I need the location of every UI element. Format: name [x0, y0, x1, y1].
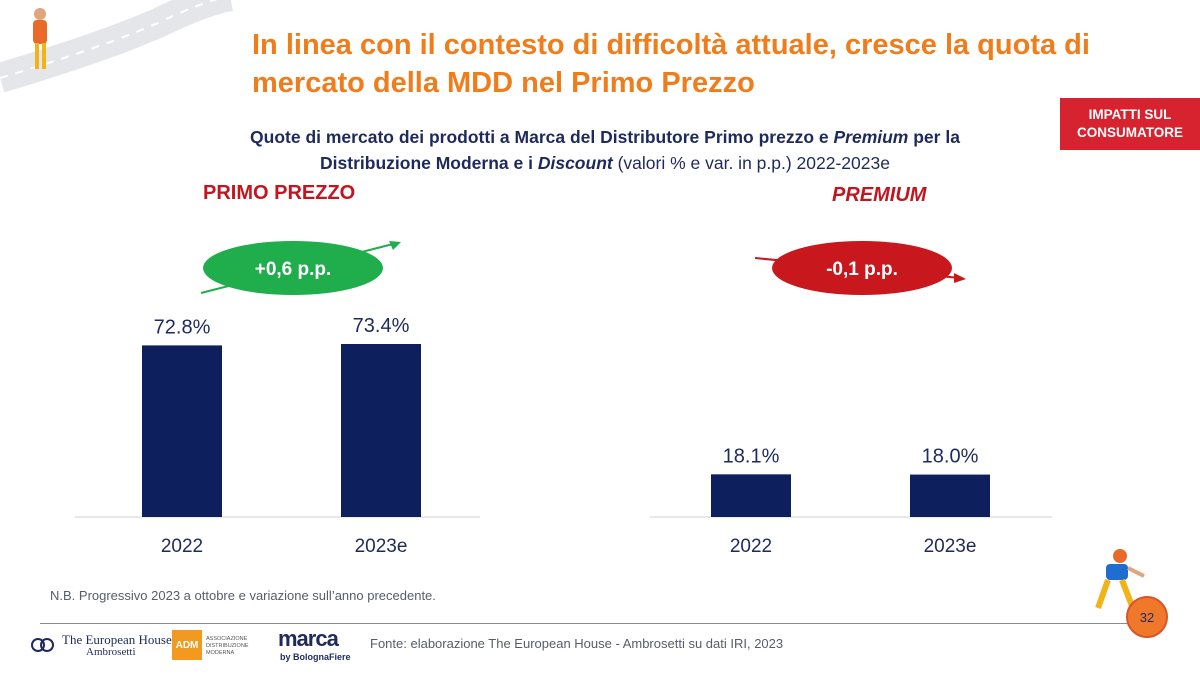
european-house-logo: The European House Ambrosetti — [30, 630, 172, 660]
change-label: +0,6 p.p. — [255, 259, 332, 280]
category-label: 2023e — [924, 536, 977, 557]
change-ellipse — [772, 241, 952, 295]
subtitle-part-1: Quote di mercato dei prodotti a Marca de… — [250, 127, 834, 147]
adm-logo-mark: ADM — [172, 630, 202, 660]
footer-divider — [40, 623, 1150, 624]
marca-logo: marca by BolognaFiere — [276, 626, 364, 668]
premium-title: PREMIUM — [832, 184, 927, 206]
value-label: 18.0% — [922, 446, 979, 468]
teh-logo-text: The European House — [62, 632, 172, 647]
ambrosetti-logo-text: Ambrosetti — [86, 646, 136, 658]
bolognafiere-logo-text: by BolognaFiere — [280, 652, 351, 662]
adm-line-2: DISTRIBUZIONE MODERNA — [206, 643, 249, 656]
page-number: 32 — [1126, 596, 1168, 638]
subtitle-part-2: Premium — [833, 127, 909, 147]
trend-arrow-head — [954, 273, 966, 283]
person-with-basket-illustration — [1095, 549, 1145, 610]
value-label: 73.4% — [353, 315, 410, 337]
value-label: 72.8% — [154, 316, 211, 338]
primo-prezzo-title: PRIMO PREZZO — [203, 182, 356, 204]
slide-title: In linea con il contesto di difficoltà a… — [252, 29, 1090, 99]
decorative-road-illustration — [0, 0, 234, 93]
value-label: 18.1% — [723, 445, 780, 467]
walking-person-icon — [33, 8, 47, 69]
subtitle-part-4: Distribuzione Moderna e i — [320, 153, 538, 173]
teh-mark-icon — [31, 638, 54, 652]
bar-2022 — [142, 345, 222, 517]
source-text: Fonte: elaborazione The European House -… — [370, 636, 784, 651]
bar-2023e — [341, 343, 421, 517]
category-badge: IMPATTI SUL CONSUMATORE — [1060, 98, 1200, 150]
bar-2023e — [910, 474, 990, 517]
subtitle-part-6: (valori % e var. in p.p.) 2022-2023e — [612, 153, 890, 173]
category-label: 2023e — [355, 536, 408, 557]
badge-line-1: IMPATTI SUL — [1088, 107, 1172, 122]
category-label: 2022 — [730, 536, 772, 557]
adm-logo: ADM ASSOCIAZIONE DISTRIBUZIONE MODERNA — [172, 630, 272, 660]
category-label: 2022 — [161, 536, 203, 557]
badge-line-2: CONSUMATORE — [1076, 125, 1183, 140]
marca-logo-text: marca — [278, 626, 339, 651]
chart-premium: 18.1% 2022 18.0% 2023e -0,1 p.p. — [650, 241, 1052, 557]
bar-2022 — [711, 474, 791, 517]
trend-arrow-head — [389, 241, 401, 250]
chart-subtitle: Quote di mercato dei prodotti a Marca de… — [150, 124, 1060, 176]
subtitle-part-5: Discount — [537, 153, 613, 173]
footnote: N.B. Progressivo 2023 a ottobre e variaz… — [50, 588, 436, 603]
chart-primo-prezzo: 72.8% 2022 73.4% 2023e +0,6 p.p. — [75, 241, 480, 557]
change-ellipse — [203, 241, 383, 295]
adm-line-1: ASSOCIAZIONE — [206, 636, 248, 642]
subtitle-part-3: per la — [908, 127, 960, 147]
change-label: -0,1 p.p. — [826, 259, 898, 280]
